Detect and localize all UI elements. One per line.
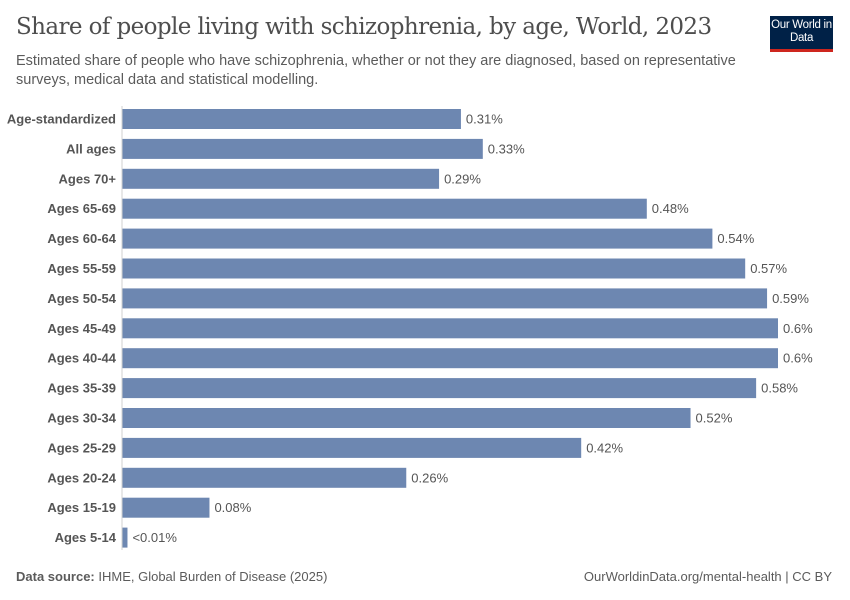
category-label: Ages 40-44 (47, 351, 116, 366)
category-label: Ages 70+ (59, 171, 117, 186)
category-label: Ages 55-59 (47, 261, 116, 276)
data-source-text: IHME, Global Burden of Disease (2025) (98, 569, 328, 584)
data-source-label: Data source: (16, 569, 95, 584)
bar-chart: Age-standardized 0.31% All ages 0.33% Ages 7… (7, 106, 813, 550)
category-label: Ages 45-49 (47, 321, 116, 336)
value-label: 0.31% (466, 112, 503, 127)
category-label: Ages 50-54 (47, 291, 116, 306)
value-label: 0.52% (696, 411, 733, 426)
bar[interactable] (122, 258, 746, 279)
data-source: Data source: IHME, Global Burden of Dise… (16, 569, 327, 584)
value-label: 0.58% (761, 381, 798, 396)
value-label: 0.33% (488, 141, 525, 156)
category-label: Ages 65-69 (47, 201, 116, 216)
value-label: 0.54% (717, 231, 754, 246)
bar[interactable] (122, 138, 483, 159)
chart-subtitle: Estimated share of people who have schiz… (16, 53, 736, 88)
bar[interactable] (122, 198, 647, 219)
value-label: 0.6% (783, 351, 813, 366)
bar[interactable] (122, 378, 757, 399)
bar[interactable] (122, 527, 128, 548)
category-label: Ages 15-19 (47, 500, 116, 515)
bar[interactable] (122, 497, 210, 518)
bar[interactable] (122, 168, 440, 189)
bar[interactable] (122, 437, 582, 458)
owid-logo[interactable]: Our World in Data (770, 16, 833, 52)
bar[interactable] (122, 109, 461, 129)
bar[interactable] (122, 288, 768, 309)
value-label: 0.29% (444, 171, 481, 186)
value-label: 0.08% (214, 500, 251, 515)
value-label: 0.26% (411, 470, 448, 485)
value-label: 0.6% (783, 321, 813, 336)
value-label: 0.57% (750, 261, 787, 276)
bar[interactable] (122, 228, 713, 249)
bar[interactable] (122, 467, 407, 488)
category-label: Ages 20-24 (47, 470, 116, 485)
category-label: Age-standardized (7, 112, 116, 127)
bar[interactable] (122, 408, 691, 428)
bar[interactable] (122, 348, 778, 369)
chart-title: Share of people living with schizophreni… (16, 14, 712, 40)
category-label: Ages 5-14 (55, 530, 117, 545)
source-link[interactable]: OurWorldinData.org/mental-health | CC BY (583, 569, 832, 584)
value-label: 0.42% (586, 440, 623, 455)
value-label: <0.01% (132, 530, 177, 545)
category-label: Ages 30-34 (47, 411, 116, 426)
category-label: Ages 35-39 (47, 381, 116, 396)
value-label: 0.59% (772, 291, 809, 306)
category-label: All ages (66, 141, 116, 156)
category-label: Ages 60-64 (47, 231, 116, 246)
value-label: 0.48% (652, 201, 689, 216)
category-label: Ages 25-29 (47, 440, 116, 455)
bar[interactable] (122, 318, 778, 339)
